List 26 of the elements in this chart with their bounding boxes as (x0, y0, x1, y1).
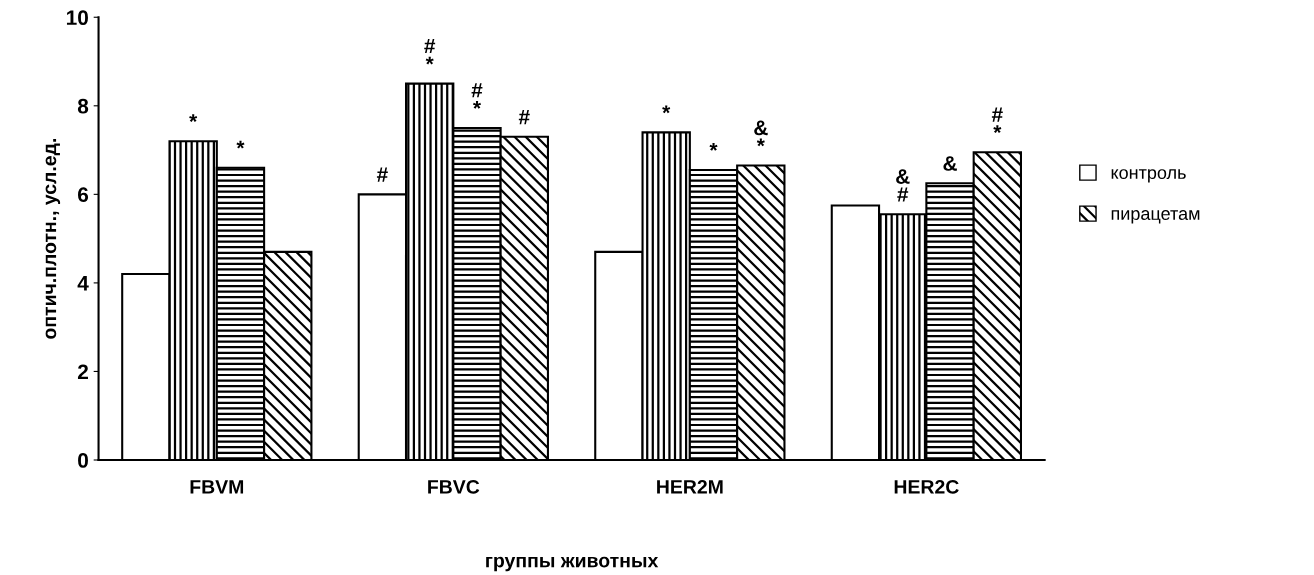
data-label: # * (424, 38, 436, 65)
legend-label: пирацетам (1111, 210, 1200, 224)
data-label: * (709, 143, 718, 151)
legend-label: контроль (1111, 169, 1186, 183)
y-tick-label: 6 (78, 187, 89, 203)
y-tick-label: 10 (66, 10, 88, 25)
data-label: # * (471, 83, 483, 109)
data-label: & * (754, 120, 768, 147)
data-label: * (662, 105, 671, 114)
y-tick-label: 8 (77, 98, 89, 114)
data-label: # (518, 109, 530, 125)
data-label: # * (991, 107, 1003, 134)
y-axis-title: оптич.плотн., усл.ед. (45, 138, 61, 339)
x-tick-label: FBVC (428, 479, 480, 494)
data-label: # (376, 167, 388, 182)
x-tick-label: HER2M (657, 479, 723, 494)
y-tick-label: 2 (77, 364, 88, 379)
y-tick-label: 0 (78, 453, 88, 468)
data-label: & # (896, 169, 910, 202)
data-label: * (236, 140, 245, 149)
x-tick-label: FBVM (190, 480, 244, 494)
y-tick-label: 4 (77, 276, 89, 291)
data-label: * (189, 114, 198, 122)
x-axis-title: группы животных (486, 556, 659, 572)
data-label: & (943, 156, 957, 171)
x-tick-label: HER2C (894, 479, 959, 494)
